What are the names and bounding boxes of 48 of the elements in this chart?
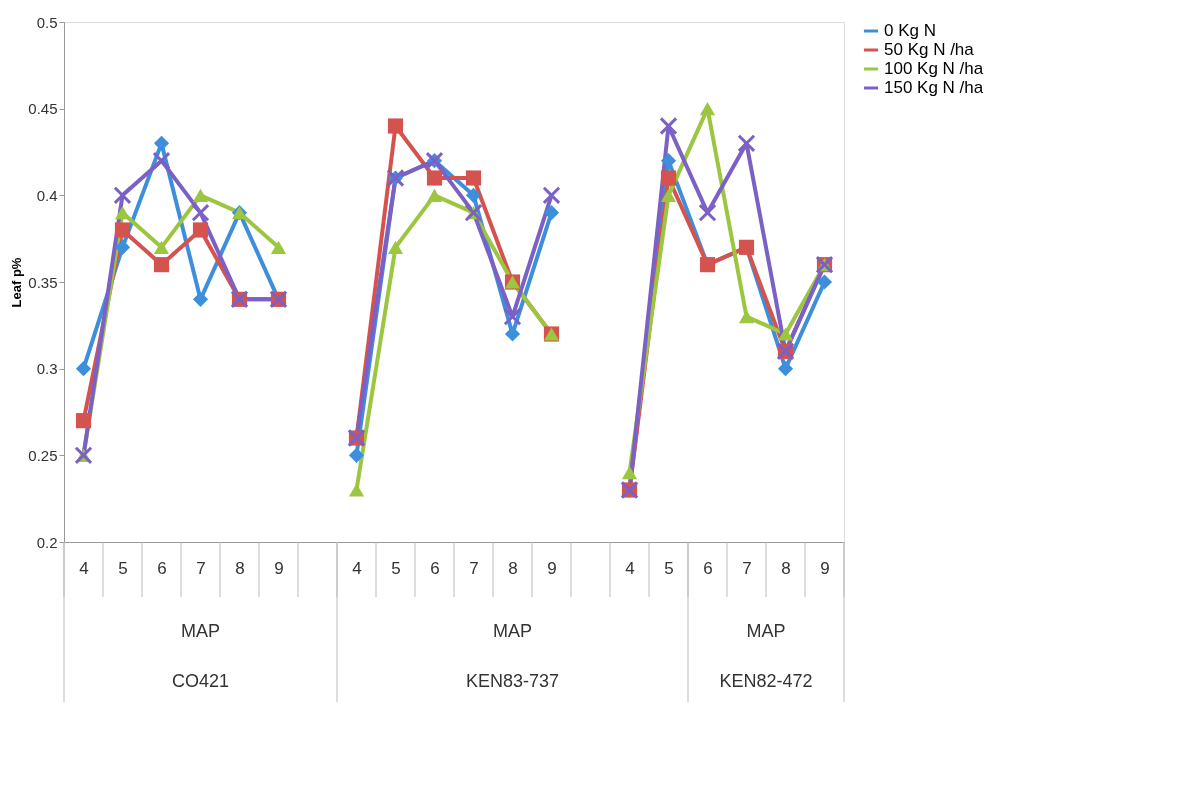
x-tick-label: 4 (352, 558, 362, 578)
point (621, 466, 638, 480)
legend-label: 100 Kg N /ha (884, 59, 984, 78)
text: KEN83-737 (465, 671, 560, 691)
text: MAP (492, 621, 533, 641)
point (153, 135, 170, 151)
x-tick-label: 7 (469, 558, 479, 578)
y-tick-label: 0.25 (28, 446, 58, 464)
point (659, 116, 678, 136)
point (777, 361, 794, 377)
x-tick-label: 6 (703, 558, 713, 578)
point (660, 170, 677, 186)
point (660, 188, 677, 202)
y-tick-label: 0.5 (36, 13, 58, 31)
y-tick-label: 0.4 (36, 186, 58, 204)
point (738, 310, 755, 324)
x-tick-label: 4 (625, 558, 635, 578)
y-tick-label: 0.2 (36, 533, 58, 551)
x-tick-label: 8 (508, 558, 518, 578)
text: MAP (746, 621, 786, 641)
y-axis-title: Leaf p% (9, 257, 25, 308)
x-tick-label: 9 (547, 558, 557, 578)
x-tick-label: 8 (235, 558, 245, 578)
x-tick-label: 7 (742, 558, 752, 578)
text: CO421 (171, 671, 230, 691)
point (737, 134, 756, 153)
y-tick-label: 0.45 (28, 100, 58, 118)
text: MAP (180, 621, 221, 641)
text: KEN82-472 (719, 671, 813, 691)
x-tick-label: 5 (391, 558, 401, 578)
x-tick-label: 9 (274, 558, 284, 578)
legend-label: 150 Kg N /ha (884, 78, 984, 97)
x-tick-label: 7 (196, 558, 206, 578)
x-tick-label: 5 (118, 558, 128, 578)
point (816, 274, 833, 290)
y-tick-label: 0.3 (36, 360, 58, 378)
point (698, 203, 717, 222)
legend-label: 0 Kg N (884, 21, 936, 40)
point (777, 327, 794, 341)
x-tick-label: 4 (79, 558, 89, 578)
y-tick-label: 0.35 (28, 273, 58, 291)
x-tick-label: 6 (430, 558, 440, 578)
legend-label: 50 Kg N /ha (884, 40, 975, 59)
x-tick-label: 8 (781, 558, 791, 578)
x-tick-label: 5 (664, 558, 674, 578)
point (699, 102, 716, 116)
x-tick-label: 9 (820, 558, 830, 578)
x-tick-label: 6 (157, 558, 167, 578)
